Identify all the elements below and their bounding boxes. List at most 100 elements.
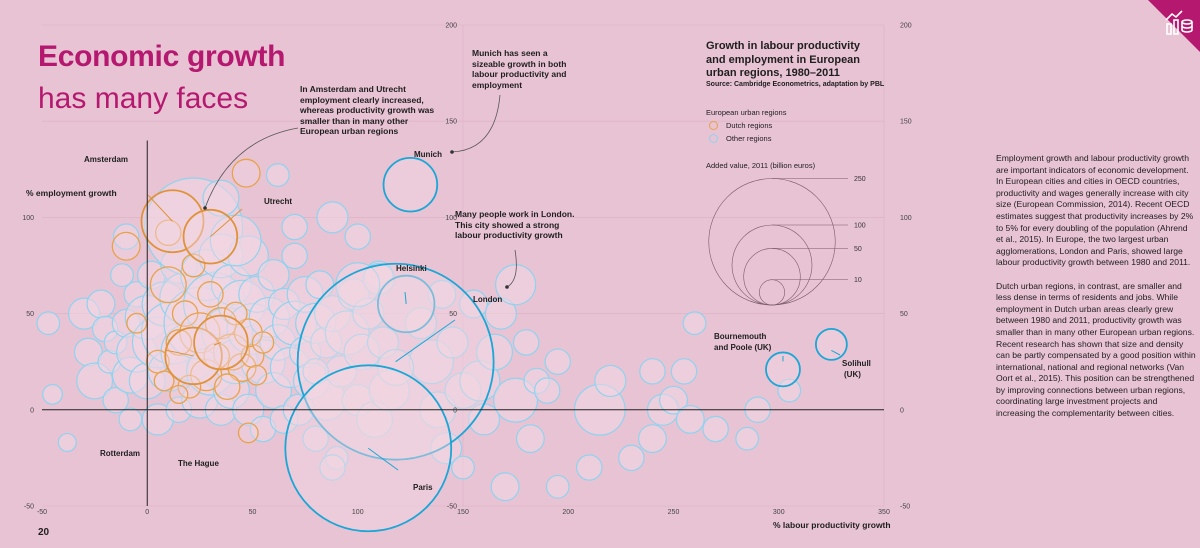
bubble-other-region xyxy=(57,432,77,453)
leader-line xyxy=(164,349,194,357)
x-tick-label: 150 xyxy=(457,509,469,516)
bubble-other-region xyxy=(735,426,760,451)
bubble-other-region xyxy=(202,179,240,217)
bubble-other-region xyxy=(659,385,688,415)
bubble-munich xyxy=(382,156,439,213)
bubble-other-region xyxy=(533,377,561,404)
bubble-other-region xyxy=(451,455,475,480)
y-tick-label-mid: 150 xyxy=(445,119,457,126)
annotation-dot xyxy=(450,150,454,154)
bubble-other-region xyxy=(682,311,707,336)
annotation-munich: Munich has seen a sizeable growth in bot… xyxy=(472,48,567,90)
bubble-other-region xyxy=(112,223,140,250)
bubble-other-region xyxy=(639,358,666,385)
bubble-dutch-region xyxy=(111,231,141,261)
annotation-pointer xyxy=(451,94,501,153)
y-tick-label-right: 0 xyxy=(900,407,904,414)
annotation-amsterdam-utrecht: In Amsterdam and Utrecht employment clea… xyxy=(300,84,435,136)
bubble-other-region xyxy=(777,378,802,403)
size-legend-label: 250 xyxy=(854,176,866,183)
bubble-other-region xyxy=(102,386,129,414)
bubble-dutch-region xyxy=(155,219,182,247)
bubble-dutch-region xyxy=(179,312,221,354)
y-tick-label-left: 0 xyxy=(30,407,34,414)
bubble-other-region xyxy=(512,329,540,356)
bubble-other-region xyxy=(436,326,469,359)
y-tick-label-mid: 0 xyxy=(453,407,457,414)
bubble-the-hague xyxy=(193,314,249,371)
bubble-dutch-region xyxy=(171,300,199,327)
y-tick-label-left: 100 xyxy=(22,215,34,222)
legend-swatch-dutch xyxy=(709,121,718,130)
x-axis-label: % labour productivity growth xyxy=(773,520,891,530)
y-tick-label-mid: 50 xyxy=(449,311,457,318)
size-legend-circle xyxy=(743,248,801,306)
bubble-other-region xyxy=(42,384,63,405)
bubble-other-region xyxy=(257,259,290,292)
bubble-dutch-region xyxy=(231,158,261,188)
legend-item-dutch: Dutch regions xyxy=(709,121,772,130)
body-paragraph-1: Employment growth and labour productivit… xyxy=(996,153,1194,268)
point-label: Amsterdam xyxy=(84,155,128,164)
bubble-other-region xyxy=(637,424,667,454)
bubble-other-region xyxy=(265,163,290,187)
y-tick-label-left: 50 xyxy=(26,311,34,318)
x-tick-label: 350 xyxy=(878,509,890,516)
bubble-other-region xyxy=(576,454,603,481)
leader-line xyxy=(213,341,222,346)
point-label: Bournemouth xyxy=(714,332,767,341)
size-legend-circle xyxy=(759,279,785,306)
legend-title: European urban regions xyxy=(706,108,787,117)
body-text: Employment growth and labour productivit… xyxy=(996,153,1196,431)
annotation-pointer xyxy=(506,249,517,288)
bubble-dutch-region xyxy=(204,307,238,340)
leader-line xyxy=(404,291,407,305)
leader-line xyxy=(210,208,243,238)
point-label: Rotterdam xyxy=(100,449,140,458)
legend-label-other: Other regions xyxy=(726,134,772,143)
bubble-dutch-region xyxy=(246,364,268,386)
bubble-bournemouth-and-poole-uk xyxy=(765,351,801,388)
annotation-pointer xyxy=(204,127,299,209)
bubble-dutch-region xyxy=(169,384,189,405)
page-number: 20 xyxy=(38,527,50,538)
legend-swatch-other xyxy=(709,134,718,143)
bubble-other-region xyxy=(86,289,116,319)
bubble-dutch-region xyxy=(213,373,241,401)
size-legend-label: 10 xyxy=(854,277,862,284)
bubble-dutch-region xyxy=(153,370,175,392)
bubble-dutch-region xyxy=(126,312,148,334)
bubble-other-region xyxy=(476,333,514,371)
bubble-other-region xyxy=(490,472,520,502)
size-legend-circle xyxy=(708,178,836,306)
x-tick-label: 0 xyxy=(145,509,149,516)
y-axis-label: % employment growth xyxy=(26,188,117,198)
bubble-other-region xyxy=(702,415,729,443)
y-tick-label-right: -50 xyxy=(900,504,910,511)
bubble-solihull-uk xyxy=(814,327,848,361)
body-paragraph-2: Dutch urban regions, in contrast, are sm… xyxy=(996,280,1196,419)
chart-title: Growth in labour productivity and employ… xyxy=(706,40,861,79)
size-legend-label: 50 xyxy=(854,246,862,253)
x-tick-label: -50 xyxy=(37,509,47,516)
bubble-other-region xyxy=(281,242,308,270)
annotation-dot xyxy=(505,285,509,289)
x-tick-label: 50 xyxy=(249,509,257,516)
x-tick-label: 100 xyxy=(352,509,364,516)
x-tick-label: 250 xyxy=(668,509,680,516)
leader-line xyxy=(367,447,399,471)
point-label: The Hague xyxy=(178,459,219,468)
chart-source: Source: Cambridge Econometrics, adaptati… xyxy=(706,81,885,88)
annotation-dot xyxy=(203,206,207,210)
legend-label-dutch: Dutch regions xyxy=(726,121,773,130)
bubble-other-region xyxy=(319,454,346,481)
bubble-other-region xyxy=(118,407,143,432)
bubble-dutch-region xyxy=(177,374,202,399)
bubble-other-region xyxy=(515,424,545,454)
page-title: Economic growth xyxy=(38,40,286,73)
bubble-other-region xyxy=(495,264,537,306)
bubble-dutch-region xyxy=(237,422,259,444)
leader-line xyxy=(147,194,173,222)
x-tick-label: 200 xyxy=(562,509,574,516)
